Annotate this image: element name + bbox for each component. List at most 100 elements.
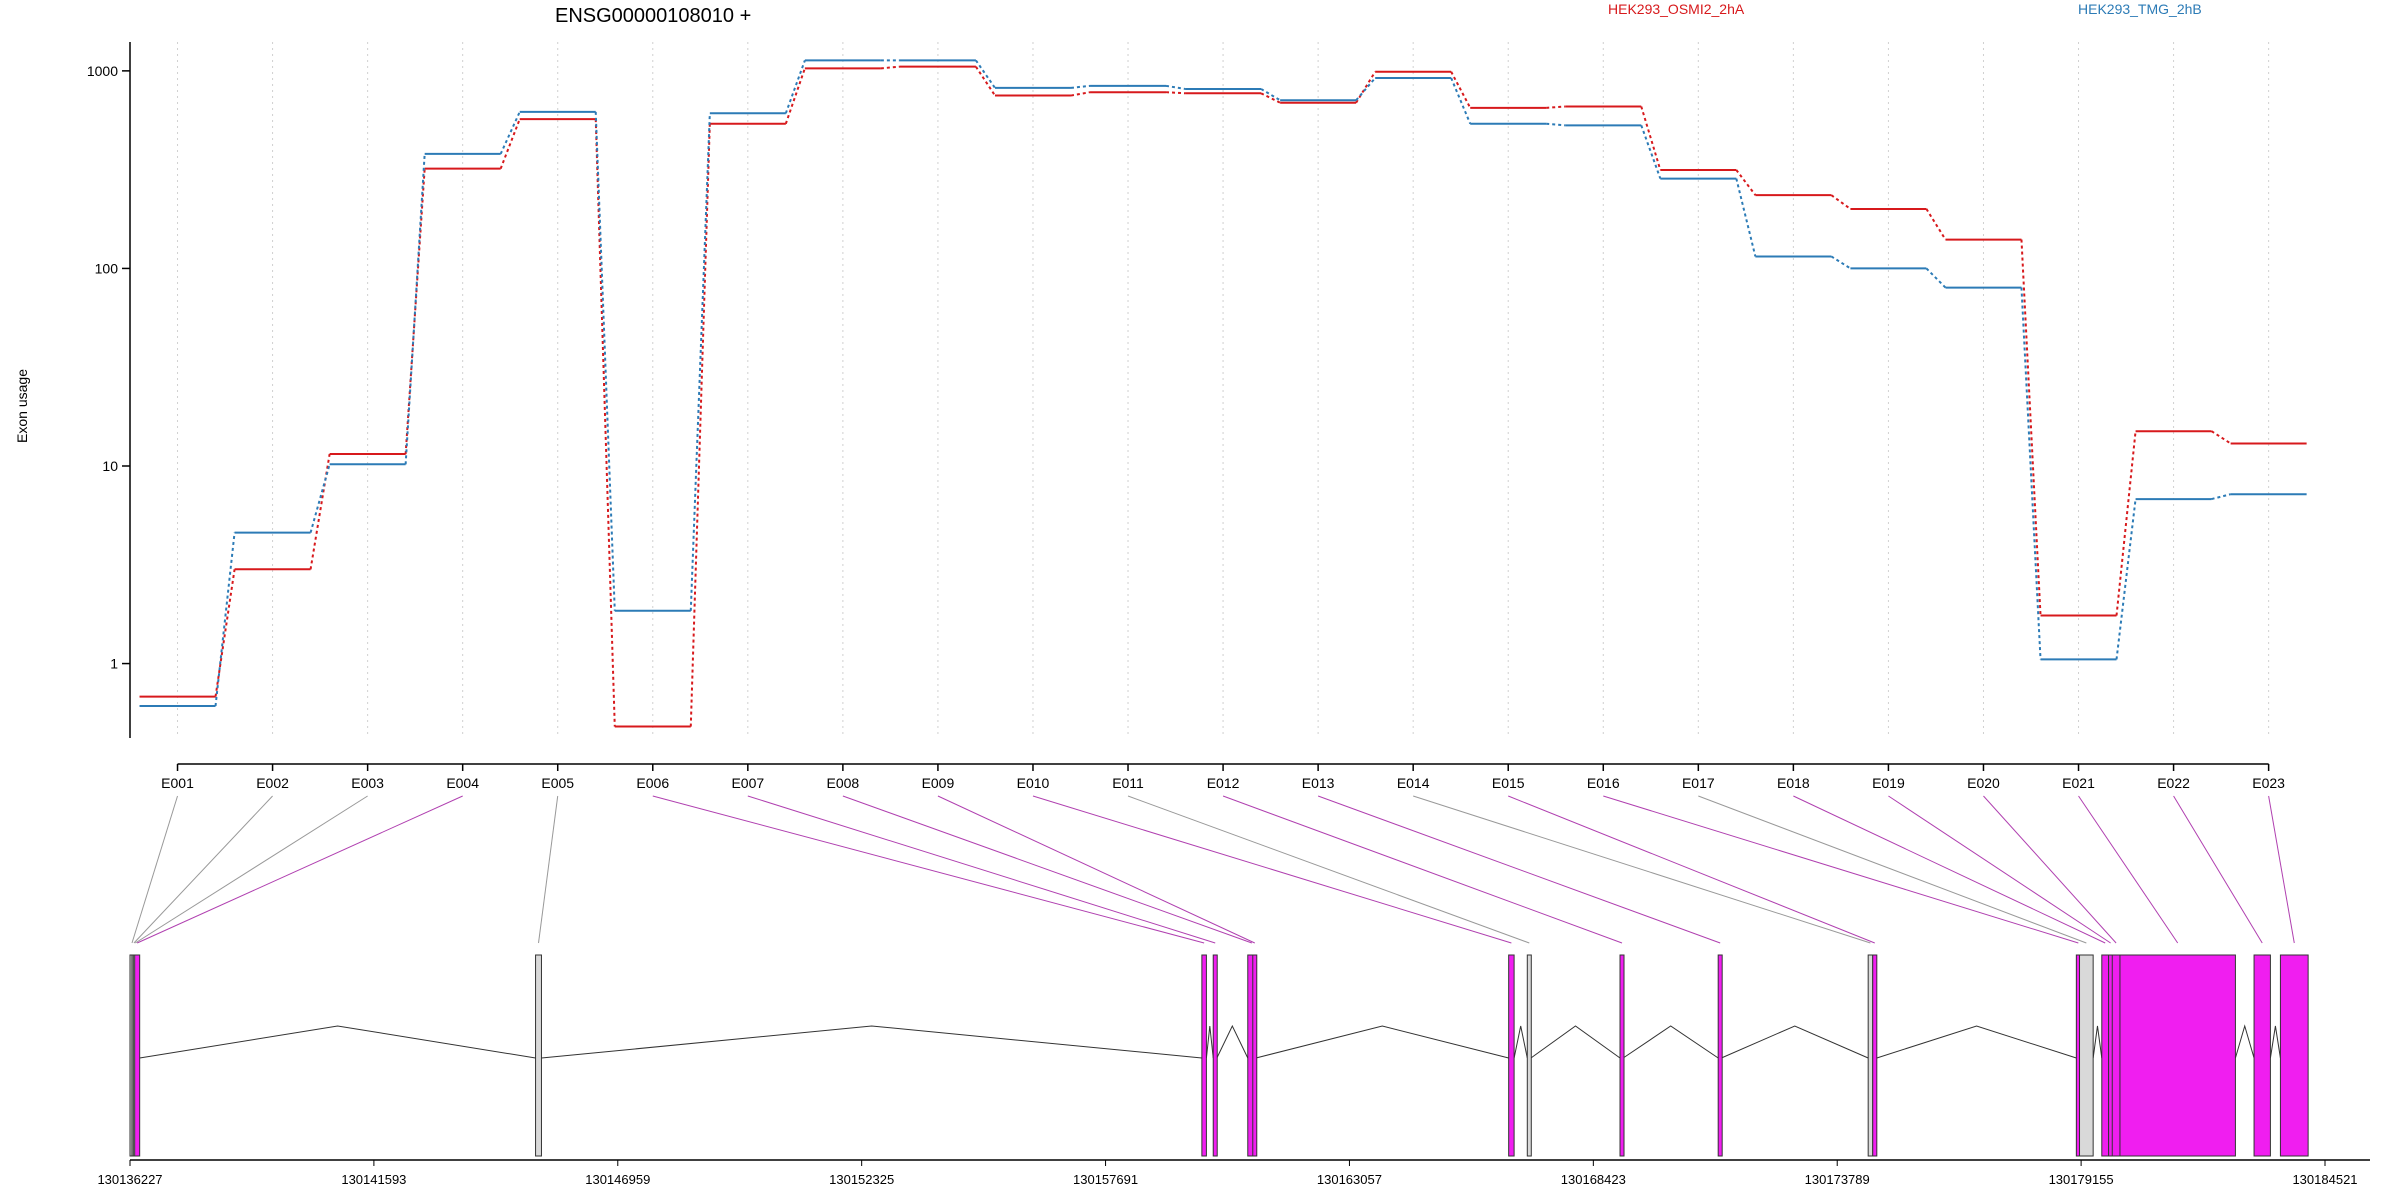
exon-box: [2079, 954, 2094, 1157]
series-transition: [2211, 493, 2231, 501]
exon-box: [2279, 954, 2309, 1157]
series-transition: [1640, 106, 1662, 171]
intron-line: [1216, 1024, 1249, 1059]
intron-line: [1530, 1025, 1621, 1059]
exon-box: [1212, 954, 1218, 1157]
exon-connector-line: [1508, 795, 1875, 944]
genomic-coordinate-label: 130179155: [2049, 1172, 2114, 1187]
x-tick-label: E013: [1302, 775, 1335, 791]
x-tick-label: E005: [541, 775, 574, 791]
exon-connector-line: [1222, 795, 1623, 944]
series-transition: [1450, 71, 1472, 109]
x-tick-label: E021: [2062, 775, 2095, 791]
exon-box: [2253, 954, 2271, 1157]
x-tick-label: E015: [1492, 775, 1525, 791]
exon-box: [1252, 954, 1258, 1157]
exon-box: [2119, 954, 2236, 1157]
series-transition: [975, 66, 996, 97]
y-tick-label: 100: [95, 260, 119, 276]
series-transition: [1925, 267, 1947, 289]
series-transition: [1546, 105, 1566, 109]
series-transition: [2020, 287, 2042, 660]
series-transition: [1165, 84, 1186, 90]
genomic-coordinate-label: 130157691: [1073, 1172, 1138, 1187]
genomic-coordinate-label: 130173789: [1805, 1172, 1870, 1187]
series-transition: [975, 59, 996, 89]
exon-box: [1508, 954, 1515, 1157]
exon-connector-line: [1127, 795, 1530, 944]
intron-line: [1721, 1025, 1869, 1059]
x-tick-label: E012: [1207, 775, 1240, 791]
exon-connector-line: [1793, 795, 2106, 944]
exon-box: [1619, 954, 1625, 1157]
exon-connector-line: [1413, 795, 1871, 944]
series-transition: [2020, 239, 2042, 616]
series-transition: [309, 453, 331, 570]
series-transition: [1830, 255, 1851, 270]
exon-connector-line: [2173, 795, 2263, 944]
series-transition: [309, 464, 331, 533]
series-transition: [784, 68, 806, 125]
exon-connector-line: [1603, 795, 2079, 944]
series-transition: [1070, 91, 1091, 97]
genomic-coordinate-label: 130168423: [1561, 1172, 1626, 1187]
exon-connector-line: [135, 795, 368, 944]
series-transition: [2115, 431, 2137, 616]
series-transition: [1450, 77, 1472, 125]
genomic-coordinate-label: 130136227: [97, 1172, 162, 1187]
x-tick-label: E017: [1682, 775, 1715, 791]
series-transition: [594, 119, 616, 727]
exon-box: [1717, 954, 1723, 1157]
exon-connector-line: [1983, 795, 2117, 944]
x-tick-label: E022: [2157, 775, 2190, 791]
genomic-coordinate-label: 130146959: [585, 1172, 650, 1187]
genomic-coordinate-label: 130141593: [341, 1172, 406, 1187]
chart-title: ENSG00000108010 +: [555, 5, 751, 27]
exon-box: [2111, 954, 2121, 1157]
genomic-coordinate-label: 130163057: [1317, 1172, 1382, 1187]
intron-line: [1876, 1025, 2077, 1059]
exon-connector-line: [1032, 795, 1512, 944]
x-tick-label: E008: [827, 775, 860, 791]
exon-connector-line: [1888, 795, 2111, 944]
series-transition: [784, 60, 806, 114]
exon-connector-line: [652, 795, 1205, 944]
exon-connector-line: [2078, 795, 2179, 944]
intron-line: [1513, 1025, 1528, 1059]
series-transition: [499, 111, 521, 155]
exon-connector-line: [1317, 795, 1721, 944]
exon-box: [134, 954, 141, 1157]
series-transition: [1355, 77, 1376, 101]
x-tick-label: E014: [1397, 775, 1430, 791]
series-transition: [214, 569, 236, 697]
exon-box: [1201, 954, 1207, 1157]
gene-model-track: 130136227 130141593 130146959 130152325 1301…: [97, 954, 2370, 1187]
x-tick-label: E010: [1017, 775, 1050, 791]
x-tick-label: E001: [161, 775, 194, 791]
exon-box: [1872, 954, 1878, 1157]
intron-line: [139, 1025, 536, 1059]
series-transition: [2211, 430, 2232, 445]
y-axis-label: Exon usage: [14, 369, 30, 443]
series-transition: [2115, 498, 2137, 660]
series-transition: [880, 65, 901, 70]
intron-line: [1255, 1025, 1509, 1059]
x-tick-label: E003: [351, 775, 384, 791]
legend-series-2: HEK293_TMG_2hB: [2078, 1, 2202, 17]
exon-connector-line: [1698, 795, 2087, 944]
intron-line: [1622, 1025, 1719, 1059]
exon-box: [535, 954, 542, 1157]
series-transition: [499, 118, 521, 169]
exon-connector-line: [133, 795, 273, 944]
series-transition: [1735, 178, 1757, 257]
intron-line: [541, 1025, 1202, 1059]
intron-line: [2092, 1025, 2103, 1059]
series-transition: [1640, 125, 1662, 179]
genomic-coordinate-label: 130184521: [2292, 1172, 2357, 1187]
x-tick-label: E002: [256, 775, 289, 791]
grid-lines: [177, 42, 2270, 738]
series-transition: [1165, 91, 1186, 95]
exon-connectors: [131, 795, 2295, 944]
x-tick-label: E009: [922, 775, 955, 791]
series-transition: [1925, 208, 1947, 241]
